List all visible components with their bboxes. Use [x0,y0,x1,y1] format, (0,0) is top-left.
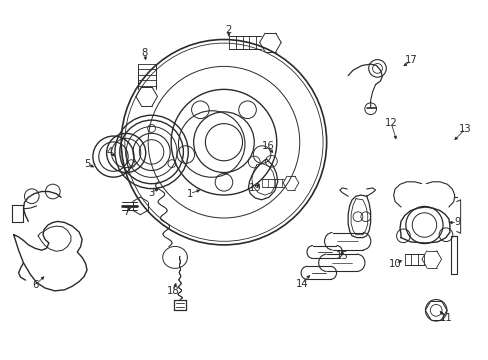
Text: 2: 2 [225,24,232,35]
Text: 6: 6 [32,280,39,290]
Text: 7: 7 [122,207,129,217]
Text: 16: 16 [261,141,274,151]
Text: 12: 12 [384,118,397,128]
Text: 8: 8 [141,48,147,58]
Text: 1: 1 [186,189,193,199]
Text: 9: 9 [453,217,460,228]
Bar [450,236,456,274]
Text: 10: 10 [388,258,401,269]
Text: 11: 11 [439,312,451,323]
Text: 5: 5 [83,159,90,169]
Text: 19: 19 [248,183,261,193]
Text: 3: 3 [148,188,154,198]
Text: 18: 18 [167,286,180,296]
Text: 15: 15 [335,251,348,261]
Text: 17: 17 [405,55,417,66]
Text: 4: 4 [107,147,113,157]
Text: 14: 14 [295,279,308,289]
Text: 13: 13 [458,124,471,134]
